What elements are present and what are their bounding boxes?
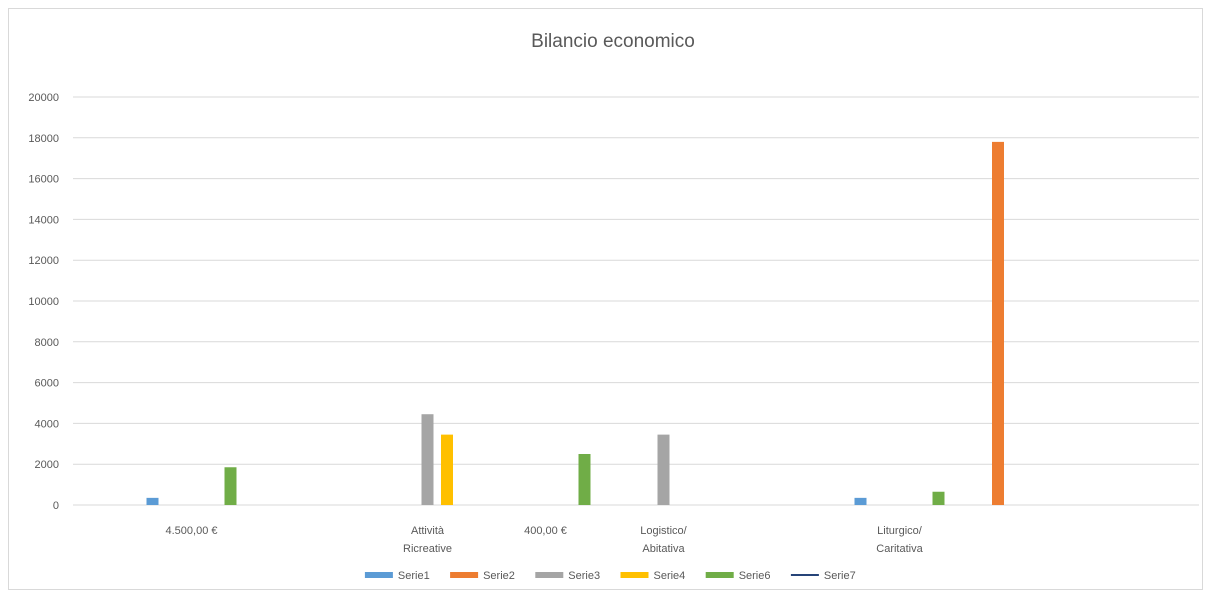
chart-svg: Bilancio economico 0 2000 4000 6000 8000 1000…	[28, 31, 1199, 582]
x-category-label: 400,00 €	[524, 525, 567, 537]
gridlines	[73, 96, 1199, 506]
bar-serie3	[657, 434, 670, 505]
x-category-label: Attività	[411, 525, 445, 537]
y-tick-label: 20000	[28, 92, 59, 104]
y-tick-label: 14000	[28, 214, 59, 226]
legend-swatch	[364, 572, 393, 578]
x-axis-labels: 4.500,00 € Attività Ricreative 400,00 € Logi…	[166, 525, 924, 555]
x-category-label: 4.500,00 €	[166, 525, 218, 537]
y-tick-label: 16000	[28, 174, 59, 186]
legend-swatch	[450, 572, 479, 578]
legend-label: Serie3	[568, 570, 600, 582]
bars	[146, 141, 1004, 505]
x-category-label: Liturgico/	[877, 525, 923, 537]
legend-swatch	[620, 572, 649, 578]
chart-title: Bilancio economico	[531, 31, 695, 52]
y-tick-label: 8000	[35, 337, 59, 349]
y-tick-label: 6000	[35, 378, 59, 390]
legend-label: Serie7	[824, 570, 856, 582]
bar-serie6	[224, 467, 237, 505]
y-tick-label: 12000	[28, 255, 59, 267]
x-category-label: Abitativa	[642, 543, 685, 555]
legend: Serie1 Serie2 Serie3 Serie4 Serie6 Serie7	[364, 570, 856, 582]
legend-label: Serie6	[739, 570, 771, 582]
bar-serie1	[854, 497, 867, 505]
legend-label: Serie1	[398, 570, 430, 582]
x-category-label: Ricreative	[403, 543, 452, 555]
legend-swatch	[705, 572, 734, 578]
bar-serie4	[441, 434, 453, 505]
bar-serie6	[932, 491, 945, 505]
y-tick-label: 0	[53, 500, 59, 512]
legend-swatch	[535, 572, 564, 578]
y-tick-label: 2000	[35, 459, 59, 471]
y-tick-label: 4000	[35, 418, 59, 430]
chart-frame: Bilancio economico 0 2000 4000 6000 8000 1000…	[8, 8, 1203, 590]
legend-label: Serie2	[483, 570, 515, 582]
y-tick-label: 10000	[28, 296, 59, 308]
x-category-label: Logistico/	[640, 525, 687, 537]
bar-serie3	[421, 414, 434, 505]
y-tick-label: 18000	[28, 133, 59, 145]
legend-label: Serie4	[654, 570, 686, 582]
bar-serie6	[578, 454, 591, 505]
bar-serie1	[146, 497, 159, 505]
bar-serie2	[992, 141, 1004, 505]
x-category-label: Caritativa	[876, 543, 923, 555]
y-axis-ticks: 0 2000 4000 6000 8000 10000 12000 14000 16000 180…	[28, 92, 59, 512]
